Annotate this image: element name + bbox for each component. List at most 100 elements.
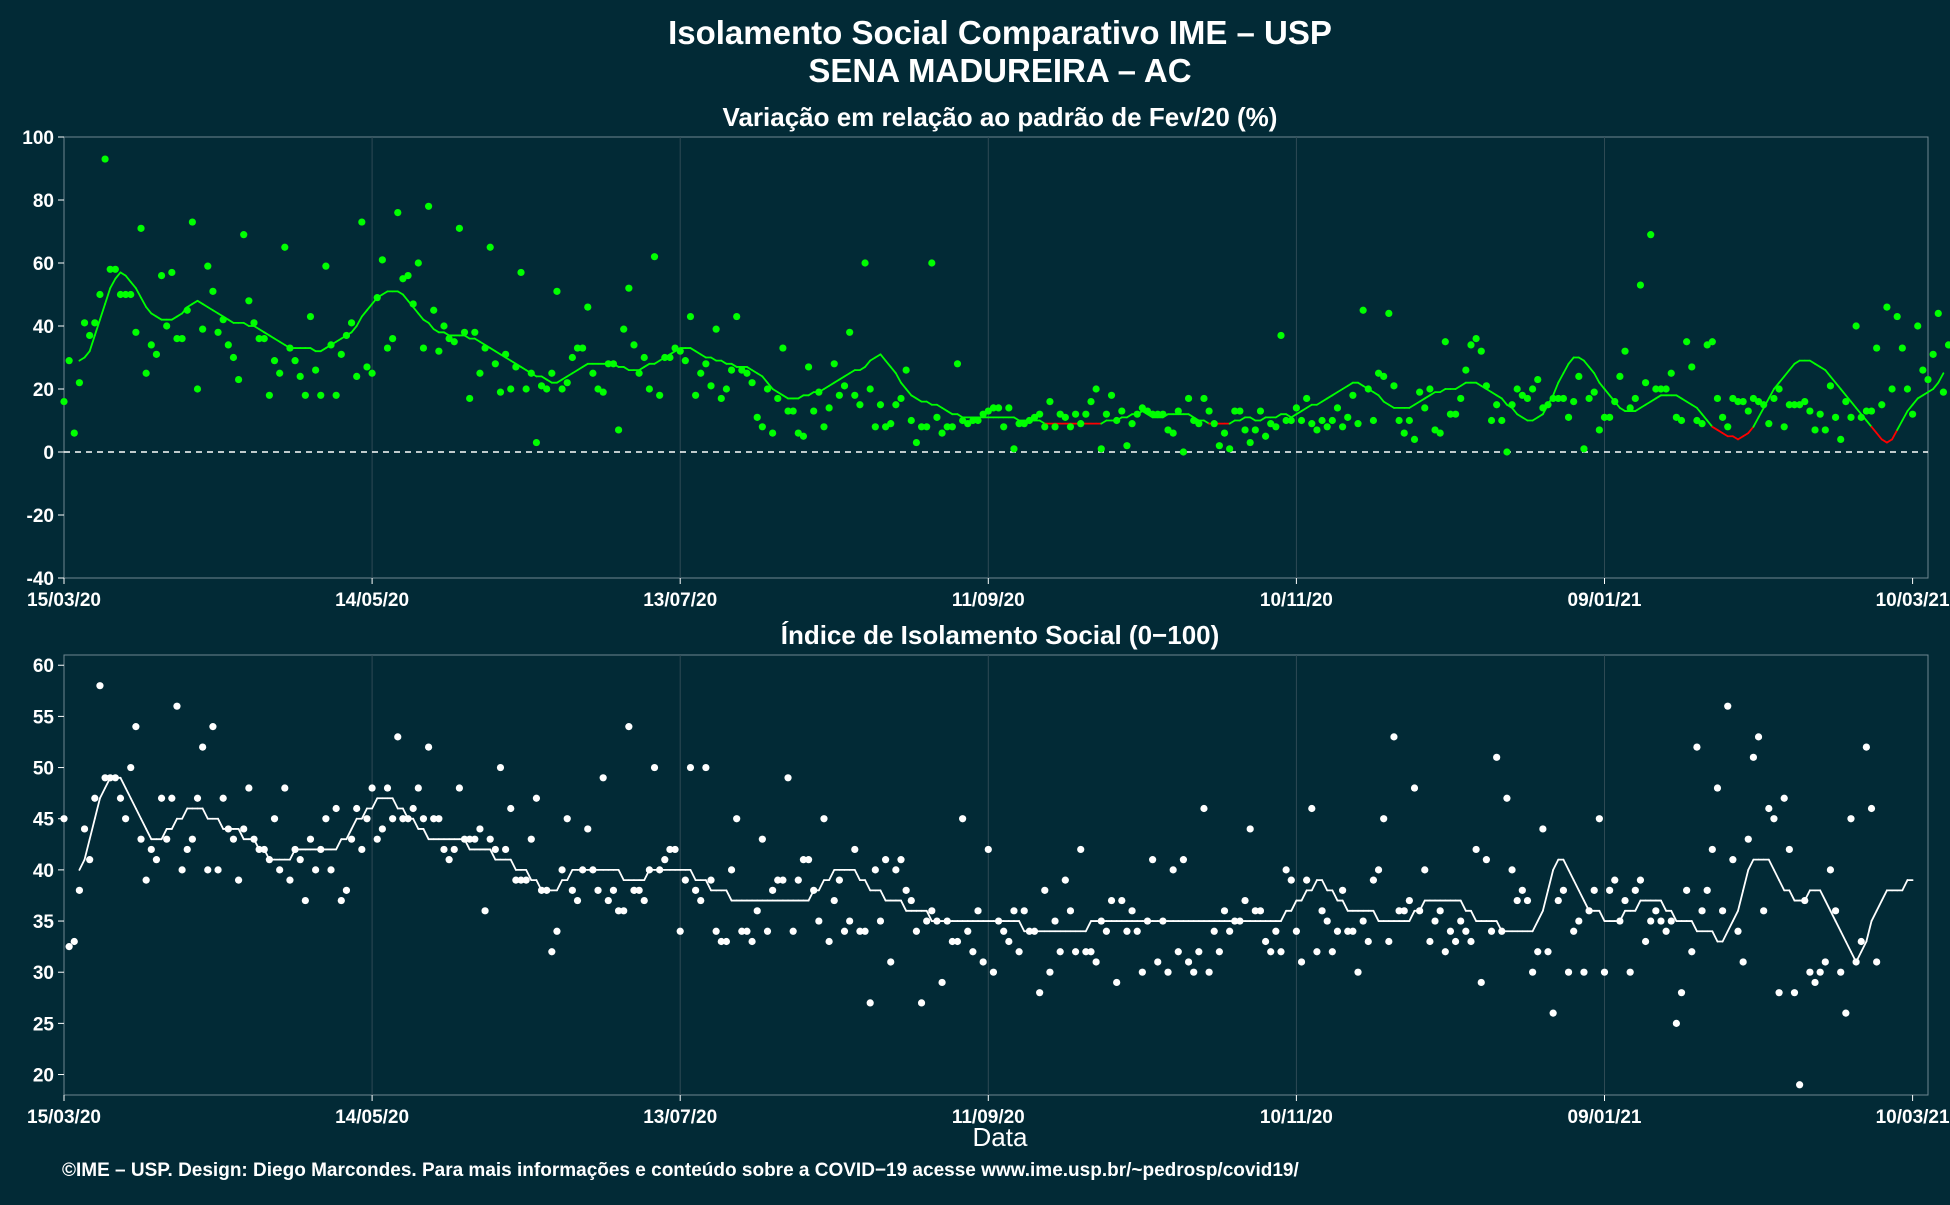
index-daily-point <box>620 907 628 915</box>
index-moving-average-segment <box>1670 909 1678 922</box>
variation-daily-point <box>224 341 232 349</box>
index-daily-point <box>1585 907 1593 915</box>
index-daily-point <box>1554 896 1562 905</box>
variation-daily-point <box>1713 394 1722 403</box>
variation-moving-average-segment <box>217 312 225 318</box>
variation-moving-average-segment <box>874 353 882 359</box>
variation-daily-point <box>209 287 217 295</box>
variation-moving-average-segment <box>1274 413 1282 419</box>
variation-daily-point <box>1385 309 1393 317</box>
variation-daily-point <box>1051 423 1059 431</box>
variation-moving-average-segment <box>540 375 548 381</box>
variation-daily-point <box>245 297 253 305</box>
variation-daily-point <box>1154 410 1162 418</box>
index-moving-average-segment <box>1541 889 1549 912</box>
index-daily-point <box>291 845 299 854</box>
variation-moving-average-segment <box>1649 397 1657 403</box>
variation-daily-point <box>435 347 443 355</box>
index-daily-point <box>810 886 818 894</box>
variation-daily-point <box>1236 407 1244 415</box>
index-moving-average-segment <box>1300 889 1308 902</box>
index-daily-point <box>871 866 879 874</box>
variation-daily-point <box>1631 394 1639 403</box>
variation-daily-point <box>1251 426 1259 434</box>
index-daily-point <box>1261 937 1270 946</box>
variation-daily-point <box>769 429 777 437</box>
variation-daily-point <box>1354 420 1362 428</box>
index-moving-average-segment <box>217 817 225 830</box>
variation-daily-point <box>1677 416 1686 425</box>
index-moving-average-segment <box>119 776 127 789</box>
variation-daily-point <box>753 413 761 421</box>
variation-moving-average-segment <box>212 309 219 315</box>
panel-index-title: Índice de Isolamento Social (0−100) <box>781 620 1220 650</box>
variation-daily-point <box>1102 410 1111 418</box>
index-daily-point <box>1498 927 1506 935</box>
variation-daily-point <box>748 379 756 387</box>
variation-daily-point <box>1380 372 1388 380</box>
variation-moving-average-segment <box>1372 391 1380 397</box>
variation-daily-point <box>1282 416 1290 425</box>
index-y-tick-label: 40 <box>33 861 54 882</box>
index-daily-point <box>1174 948 1182 956</box>
index-daily-point <box>1323 917 1331 925</box>
variation-daily-point <box>902 366 910 374</box>
index-daily-point <box>1226 927 1234 935</box>
variation-daily-point <box>132 328 140 336</box>
variation-daily-point <box>183 306 191 314</box>
variation-daily-point <box>1077 420 1085 428</box>
index-daily-point <box>799 856 808 864</box>
index-daily-point <box>522 876 530 884</box>
index-daily-point <box>394 733 402 741</box>
variation-x-tick-label: 13/07/20 <box>643 590 717 611</box>
variation-daily-point <box>1220 429 1229 437</box>
variation-daily-point <box>240 231 248 239</box>
index-daily-point <box>101 774 109 782</box>
variation-daily-point <box>1662 385 1670 393</box>
variation-daily-point <box>953 360 962 368</box>
index-daily-point <box>1215 948 1223 956</box>
index-moving-average-segment <box>1839 930 1847 943</box>
index-daily-point <box>1143 917 1152 925</box>
variation-daily-point <box>1898 344 1906 352</box>
variation-moving-average-segment <box>355 315 363 327</box>
variation-daily-point <box>163 322 171 330</box>
variation-daily-point <box>784 407 792 415</box>
index-moving-average-segment <box>828 868 836 882</box>
variation-daily-point <box>943 423 951 431</box>
variation-moving-average-segment <box>83 350 91 359</box>
variation-daily-point <box>1128 420 1136 428</box>
index-daily-point <box>476 825 484 833</box>
index-daily-point <box>1184 958 1193 966</box>
variation-moving-average-segment <box>756 372 764 378</box>
variation-y-tick-label: 80 <box>33 191 54 212</box>
variation-moving-average-segment <box>1013 416 1021 422</box>
variation-moving-average-segment <box>494 350 502 356</box>
variation-moving-average-segment <box>946 410 954 416</box>
variation-moving-average-segment <box>1916 394 1924 400</box>
variation-daily-point <box>686 312 695 321</box>
index-plot-frame <box>63 654 1929 1096</box>
variation-moving-average-segment <box>1429 391 1436 397</box>
chart-title-line2: SENA MADUREIRA – AC <box>808 52 1191 89</box>
variation-moving-average-segment <box>150 312 158 318</box>
variation-moving-average-segment <box>191 299 199 305</box>
variation-moving-average-segment <box>1850 400 1858 409</box>
index-daily-point <box>1852 958 1860 966</box>
variation-daily-point <box>1364 385 1372 393</box>
index-daily-point <box>1534 948 1542 956</box>
index-daily-point <box>892 866 900 874</box>
index-moving-average-segment <box>371 797 379 810</box>
variation-daily-point <box>1873 344 1881 352</box>
variation-moving-average-segment <box>1921 391 1929 397</box>
index-daily-point <box>1652 907 1660 915</box>
index-daily-point <box>70 937 78 946</box>
index-moving-average-segment <box>1290 899 1298 912</box>
index-moving-average-segment <box>864 879 872 892</box>
variation-moving-average-segment <box>556 378 563 384</box>
index-daily-point <box>1303 876 1311 884</box>
index-daily-point <box>609 886 618 894</box>
variation-daily-point <box>312 366 320 374</box>
index-daily-point <box>234 876 243 884</box>
variation-moving-average-segment <box>1331 391 1339 397</box>
